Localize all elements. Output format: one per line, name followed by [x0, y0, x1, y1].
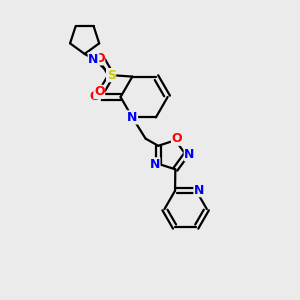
Text: N: N	[194, 184, 204, 197]
Text: N: N	[184, 148, 195, 161]
Text: S: S	[106, 69, 116, 82]
Text: O: O	[94, 52, 105, 65]
Text: N: N	[149, 158, 160, 171]
Text: O: O	[94, 85, 105, 98]
Text: O: O	[172, 132, 182, 145]
Text: N: N	[127, 111, 137, 124]
Text: N: N	[88, 53, 99, 66]
Text: O: O	[90, 91, 100, 103]
